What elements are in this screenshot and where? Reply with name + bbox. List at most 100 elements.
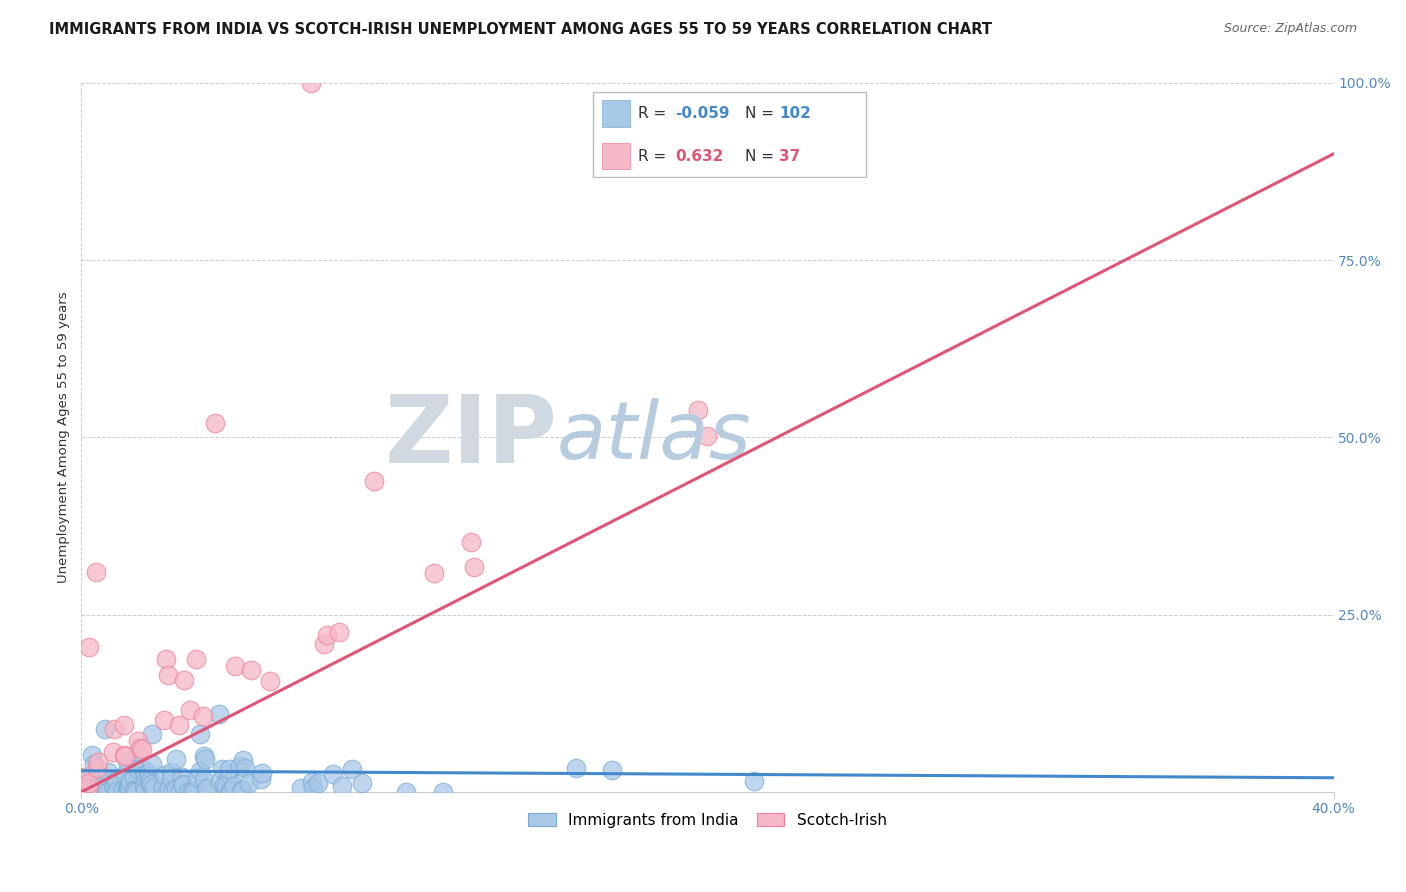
Point [118,782,141,797]
Point [105,773,128,788]
Point [141,727,163,741]
Point [233,761,256,775]
Point [432,785,454,799]
Point [218,762,240,776]
Point [138,768,160,782]
Point [179,703,201,717]
Text: IMMIGRANTS FROM INDIA VS SCOTCH-IRISH UNEMPLOYMENT AMONG AGES 55 TO 59 YEARS COR: IMMIGRANTS FROM INDIA VS SCOTCH-IRISH UN… [49,22,993,37]
Point [122,784,145,798]
Text: Source: ZipAtlas.com: Source: ZipAtlas.com [1223,22,1357,36]
Point [132,779,155,793]
Point [117,782,139,797]
Point [165,782,187,797]
Point [86,761,108,775]
Point [83,757,105,772]
Point [191,708,214,723]
Point [316,628,339,642]
Point [342,763,364,777]
Point [186,770,208,784]
Point [565,761,588,775]
Point [301,780,323,795]
Point [219,784,242,798]
Point [224,659,246,673]
Point [77,640,100,655]
Point [307,776,329,790]
Point [218,766,240,780]
Text: 102: 102 [779,106,811,120]
Text: 37: 37 [779,149,800,163]
Point [214,778,236,792]
Point [160,771,183,785]
Point [97,765,120,780]
Point [157,667,180,681]
Point [193,773,215,788]
Point [139,777,162,791]
Point [122,782,145,797]
Point [231,781,253,796]
Point [101,745,124,759]
Point [115,782,138,797]
Point [167,718,190,732]
Point [194,752,217,766]
Point [460,534,482,549]
Point [742,773,765,788]
Point [423,566,446,580]
FancyBboxPatch shape [602,143,630,169]
Point [195,780,218,795]
Point [204,417,226,431]
Point [208,707,231,722]
Point [250,766,273,780]
Point [131,741,153,756]
Point [82,747,104,762]
Point [139,777,162,791]
Point [395,785,418,799]
Point [224,779,246,793]
Point [125,785,148,799]
Point [155,784,177,798]
Point [96,785,118,799]
Point [184,652,207,666]
Point [229,759,252,773]
Point [155,652,177,666]
FancyBboxPatch shape [602,100,630,127]
Point [208,774,231,789]
Point [169,784,191,798]
Point [90,776,112,790]
Text: R =: R = [638,106,666,120]
Point [104,774,127,789]
Point [696,429,718,443]
Point [350,775,373,789]
Point [172,779,194,793]
Point [127,762,149,776]
Point [290,781,312,796]
Point [82,772,104,786]
Point [120,773,142,788]
Point [103,722,125,736]
Point [115,754,138,768]
Point [301,775,323,789]
Text: ZIP: ZIP [384,392,557,483]
Point [322,767,344,781]
Point [87,756,110,770]
Point [688,403,710,417]
Point [134,773,156,788]
Point [173,673,195,688]
Point [112,747,135,762]
Point [138,765,160,780]
Point [105,784,128,798]
Point [157,780,180,795]
Text: R =: R = [638,149,666,163]
Point [86,780,108,795]
Point [77,773,100,788]
Point [125,747,148,762]
Point [86,773,108,788]
Legend: Immigrants from India, Scotch-Irish: Immigrants from India, Scotch-Irish [522,806,893,834]
Point [77,780,100,795]
Point [183,783,205,797]
Point [195,783,218,797]
Point [114,749,136,764]
Point [170,770,193,784]
Point [134,767,156,781]
Point [231,784,253,798]
Point [193,748,215,763]
